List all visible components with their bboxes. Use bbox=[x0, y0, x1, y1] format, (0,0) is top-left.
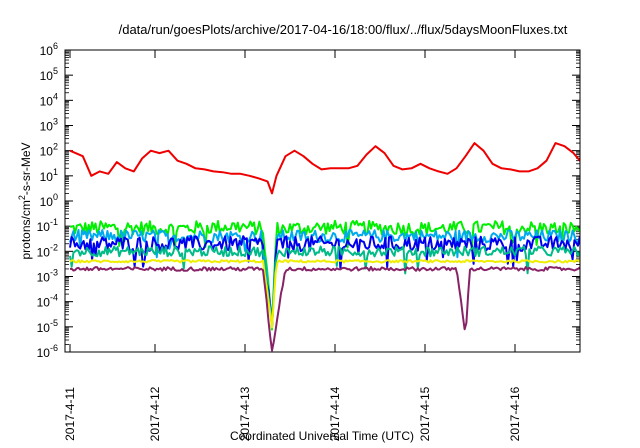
y-tick-label: 105 bbox=[40, 66, 58, 83]
y-tick-base: 10 bbox=[40, 195, 54, 209]
y-tick-base: 10 bbox=[40, 94, 54, 108]
series-line-4 bbox=[69, 245, 580, 326]
series-line-1 bbox=[69, 219, 580, 331]
y-tick-base: 10 bbox=[37, 245, 51, 259]
y-tick-label: 10-5 bbox=[37, 318, 58, 335]
y-tick-base: 10 bbox=[37, 220, 51, 234]
x-tick-label: 2017-4-12 bbox=[148, 386, 162, 441]
plot-frame bbox=[64, 49, 581, 353]
y-tick-label: 102 bbox=[40, 142, 58, 159]
x-tick-label: 2017-4-11 bbox=[63, 387, 77, 441]
y-tick-base: 10 bbox=[37, 271, 51, 285]
y-tick-exponent: 5 bbox=[53, 66, 58, 76]
x-axis-label: Coordinated Universal Time (UTC) bbox=[230, 429, 414, 443]
x-tick-label: 2017-4-14 bbox=[328, 386, 342, 441]
y-tick-label: 103 bbox=[40, 117, 58, 134]
y-tick-base: 10 bbox=[40, 69, 54, 83]
x-axis-ticks: 2017-4-11 2017-4-12 2017-4-13 2017-4-14 2017… bbox=[63, 50, 522, 441]
y-tick-exponent: 6 bbox=[53, 41, 58, 51]
y-tick-label: 10-1 bbox=[37, 217, 58, 234]
y-tick-exponent: 3 bbox=[53, 117, 58, 127]
y-tick-label: 10-3 bbox=[37, 268, 58, 285]
y-tick-label: 100 bbox=[40, 192, 58, 209]
y-tick-label: 106 bbox=[40, 41, 58, 58]
y-tick-base: 10 bbox=[37, 321, 51, 335]
y-tick-label: 10-6 bbox=[37, 343, 58, 360]
y-tick-label: 10-4 bbox=[37, 293, 58, 310]
series-line-3 bbox=[69, 235, 580, 328]
y-tick-exponent: 0 bbox=[53, 192, 58, 202]
y-tick-base: 10 bbox=[40, 145, 54, 159]
y-tick-label: 10-2 bbox=[37, 242, 58, 259]
y-axis-ticks: 10-610-510-410-310-210-11001011021031041… bbox=[37, 41, 580, 360]
series-line-6 bbox=[69, 266, 580, 352]
y-tick-label: 104 bbox=[40, 91, 58, 108]
x-tick-label: 2017-4-15 bbox=[418, 386, 432, 441]
y-tick-exponent: 1 bbox=[53, 167, 58, 177]
series-line-0 bbox=[69, 142, 580, 195]
y-tick-base: 10 bbox=[37, 296, 51, 310]
y-axis-label: protons/cm2-s-sr-MeV bbox=[17, 142, 33, 259]
y-tick-exponent: -3 bbox=[50, 268, 58, 278]
series-layer bbox=[69, 142, 580, 352]
y-tick-exponent: -4 bbox=[50, 293, 58, 303]
y-tick-exponent: -5 bbox=[50, 318, 58, 328]
series-line-5 bbox=[69, 259, 580, 329]
y-tick-exponent: -2 bbox=[50, 242, 58, 252]
y-tick-base: 10 bbox=[37, 346, 51, 360]
y-tick-exponent: 2 bbox=[53, 142, 58, 152]
y-tick-base: 10 bbox=[40, 120, 54, 134]
chart-title: /data/run/goesPlots/archive/2017-04-16/1… bbox=[119, 22, 568, 37]
y-tick-exponent: -6 bbox=[50, 343, 58, 353]
y-tick-base: 10 bbox=[40, 44, 54, 58]
y-tick-exponent: -1 bbox=[50, 217, 58, 227]
x-tick-label: 2017-4-13 bbox=[238, 386, 252, 441]
y-tick-base: 10 bbox=[40, 170, 54, 184]
y-tick-exponent: 4 bbox=[53, 91, 58, 101]
x-tick-label: 2017-4-16 bbox=[508, 386, 522, 441]
y-tick-label: 101 bbox=[40, 167, 58, 184]
